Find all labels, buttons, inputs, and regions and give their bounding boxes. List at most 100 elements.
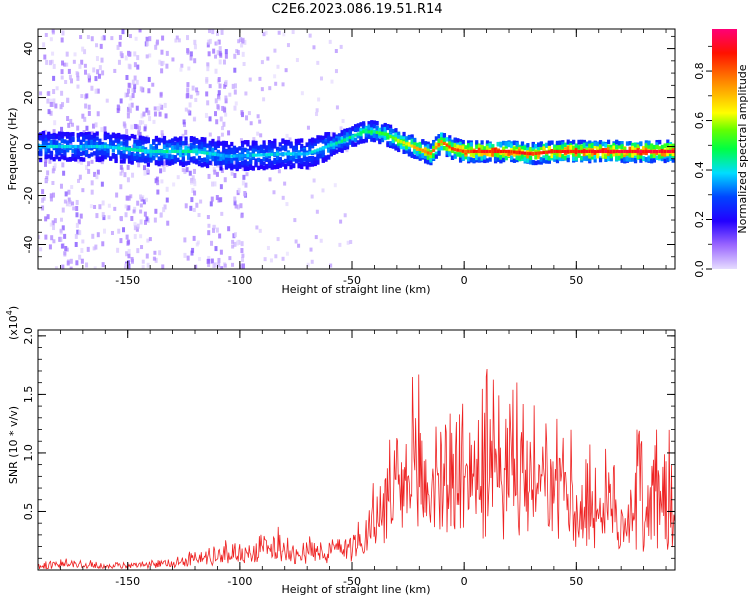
heatmap-cell — [327, 154, 331, 160]
heatmap-ridge-cell — [418, 147, 422, 151]
heatmap-noise-cell — [195, 92, 199, 97]
heatmap-noise-cell — [243, 39, 247, 45]
heatmap-noise-cell — [44, 157, 48, 163]
heatmap-noise-cell — [217, 136, 221, 142]
heatmap-cell — [545, 155, 549, 161]
heatmap-noise-cell — [60, 75, 64, 80]
heatmap-noise-cell — [174, 38, 178, 43]
heatmap-cell — [254, 147, 258, 152]
heatmap-cell — [475, 154, 479, 160]
heatmap-noise-cell — [119, 238, 123, 244]
heatmap-noise-cell — [151, 82, 155, 87]
heatmap-cell — [289, 164, 293, 170]
heatmap-cell — [308, 148, 312, 154]
heatmap-noise-cell — [95, 56, 99, 62]
heatmap-noise-cell — [129, 194, 133, 199]
heatmap-cell — [310, 138, 315, 143]
heatmap-cell — [327, 132, 331, 137]
y-tick-label: 0.5 — [22, 503, 35, 520]
heatmap-cell — [170, 154, 175, 160]
heatmap-cell — [537, 153, 541, 158]
heatmap-cell — [165, 160, 169, 165]
heatmap-noise-cell — [61, 264, 65, 269]
heatmap-cell — [450, 142, 455, 147]
heatmap-cell — [146, 162, 150, 167]
heatmap-ridge-cell — [424, 150, 428, 154]
heatmap-noise-cell — [100, 181, 104, 187]
heatmap-cell — [76, 137, 80, 142]
heatmap-ridge-cell — [278, 152, 282, 156]
heatmap-cell — [456, 141, 460, 146]
heatmap-noise-cell — [147, 76, 151, 82]
heatmap-cell — [281, 146, 285, 151]
heatmap-noise-cell — [161, 60, 165, 65]
heatmap-noise-cell — [48, 244, 52, 250]
heatmap-cell — [76, 133, 80, 138]
heatmap-cell — [453, 143, 457, 148]
heatmap-cell — [440, 146, 444, 151]
heatmap-ridge-cell — [634, 149, 638, 154]
heatmap-cell — [111, 148, 115, 153]
heatmap-noise-cell — [329, 263, 333, 268]
heatmap-cell — [359, 128, 363, 133]
heatmap-noise-cell — [83, 116, 87, 122]
heatmap-cell — [294, 141, 298, 147]
heatmap-noise-cell — [124, 204, 128, 209]
heatmap-noise-cell — [85, 262, 89, 268]
heatmap-ridge-cell — [292, 152, 296, 156]
heatmap-cell — [173, 145, 177, 150]
heatmap-noise-cell — [59, 217, 63, 222]
heatmap-cell — [230, 147, 234, 152]
heatmap-cell — [563, 142, 568, 148]
heatmap-ridge-cell — [669, 149, 673, 154]
heatmap-noise-cell — [273, 74, 277, 79]
heatmap-noise-cell — [233, 53, 237, 59]
heatmap-noise-cell — [211, 29, 215, 35]
heatmap-cell — [117, 143, 121, 148]
heatmap-noise-cell — [148, 53, 152, 58]
heatmap-cell — [152, 146, 156, 151]
heatmap-cell — [515, 147, 519, 152]
heatmap-cell — [555, 152, 560, 157]
heatmap-cell — [238, 161, 242, 167]
heatmap-noise-cell — [191, 175, 195, 180]
heatmap-cell — [179, 161, 183, 166]
heatmap-cell — [563, 155, 568, 161]
heatmap-noise-cell — [45, 176, 49, 182]
heatmap-cell — [343, 143, 347, 148]
heatmap-noise-cell — [131, 88, 135, 93]
heatmap-noise-cell — [71, 201, 75, 206]
heatmap-cell — [633, 157, 638, 163]
heatmap-ridge-cell — [515, 150, 519, 154]
heatmap-noise-cell — [92, 246, 96, 251]
heatmap-noise-cell — [137, 130, 141, 136]
heatmap-noise-cell — [46, 91, 50, 96]
heatmap-noise-cell — [233, 67, 237, 73]
heatmap-noise-cell — [100, 127, 104, 133]
heatmap-cell — [275, 164, 280, 169]
heatmap-cell — [537, 145, 541, 151]
heatmap-cell — [103, 131, 107, 136]
heatmap-noise-cell — [95, 174, 99, 180]
heatmap-noise-cell — [61, 60, 65, 66]
heatmap-noise-cell — [293, 218, 297, 223]
heatmap-cell — [98, 138, 102, 144]
heatmap-ridge-cell — [434, 145, 438, 150]
heatmap-cell — [130, 133, 134, 139]
heatmap-ridge-cell — [203, 151, 207, 155]
heatmap-noise-cell — [126, 205, 130, 211]
heatmap-noise-cell — [53, 163, 57, 169]
heatmap-noise-cell — [51, 220, 55, 226]
heatmap-noise-cell — [262, 97, 266, 102]
heatmap-noise-cell — [236, 204, 240, 210]
heatmap-cell — [294, 145, 298, 150]
heatmap-noise-cell — [192, 168, 196, 174]
heatmap-noise-cell — [49, 222, 53, 227]
heatmap-cell — [270, 163, 274, 168]
heatmap-noise-cell — [79, 213, 83, 219]
heatmap-cell — [639, 154, 643, 159]
heatmap-noise-cell — [210, 240, 214, 246]
heatmap-noise-cell — [117, 228, 121, 234]
heatmap-cell — [265, 145, 269, 150]
heatmap-ridge-cell — [340, 139, 344, 143]
